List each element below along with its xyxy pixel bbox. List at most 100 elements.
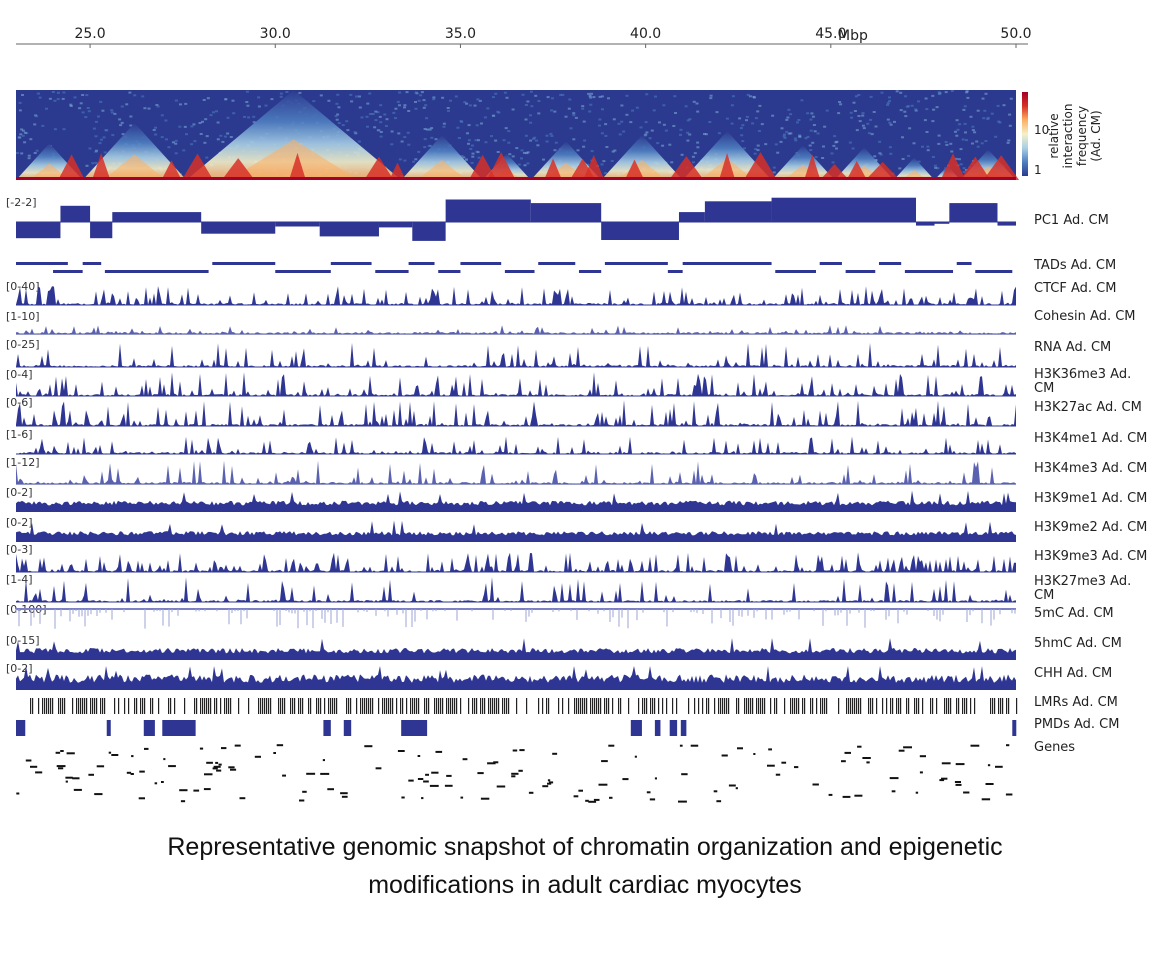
gene-model bbox=[987, 764, 991, 767]
heatmap-pixel bbox=[442, 125, 446, 128]
heatmap-pixel bbox=[478, 99, 482, 102]
gene-model bbox=[204, 773, 213, 776]
tad-segment bbox=[53, 270, 83, 273]
diagonal-hotspot bbox=[865, 162, 900, 180]
heatmap-pixel bbox=[867, 132, 871, 135]
gene-model bbox=[511, 772, 519, 775]
lmr-region bbox=[900, 698, 902, 714]
lmr-region bbox=[80, 698, 82, 714]
heatmap-pixel bbox=[740, 134, 744, 137]
heatmap-pixel bbox=[971, 142, 974, 145]
lmr-region bbox=[496, 698, 498, 714]
lmr-region bbox=[908, 698, 910, 714]
heatmap-pixel bbox=[467, 142, 470, 145]
gene-model bbox=[891, 790, 896, 793]
lmr-region bbox=[650, 698, 652, 714]
gene-model bbox=[963, 791, 970, 794]
lmr-region bbox=[606, 698, 608, 714]
heatmap-pixel bbox=[680, 153, 684, 156]
tad-segment bbox=[330, 262, 372, 265]
track-range-label: [1-12] bbox=[6, 456, 40, 469]
heatmap-pixel bbox=[423, 146, 427, 149]
heatmap-pixel bbox=[337, 122, 341, 124]
gene-model bbox=[713, 790, 718, 793]
tad-segment bbox=[904, 270, 954, 273]
gene-model bbox=[460, 796, 464, 799]
lmr-region bbox=[72, 698, 74, 714]
pc1-segment bbox=[916, 222, 935, 226]
heatmap-pixel bbox=[758, 104, 762, 107]
heatmap-pixel bbox=[950, 150, 954, 153]
gene-model bbox=[435, 750, 443, 753]
lmr-region bbox=[158, 698, 160, 714]
heatmap-pixel bbox=[279, 95, 283, 98]
heatmap-pixel bbox=[523, 164, 527, 167]
lmr-region bbox=[784, 698, 786, 714]
heatmap-pixel bbox=[976, 109, 980, 112]
lmr-region bbox=[958, 698, 960, 714]
heatmap-pixel bbox=[898, 167, 902, 170]
heatmap-pixel bbox=[981, 97, 985, 100]
colorbar-label: relative bbox=[1047, 113, 1061, 158]
heatmap-pixel bbox=[534, 94, 538, 97]
heatmap-pixel bbox=[529, 90, 533, 93]
heatmap-pixel bbox=[336, 93, 340, 96]
heatmap-pixel bbox=[654, 95, 657, 98]
lmr-region bbox=[270, 698, 272, 714]
lmr-region bbox=[994, 698, 996, 714]
diagonal-hotspot bbox=[820, 164, 849, 180]
heatmap-pixel bbox=[467, 139, 471, 142]
heatmap-pixel bbox=[81, 111, 85, 114]
lmr-region bbox=[280, 698, 282, 714]
heatmap-pixel bbox=[129, 115, 133, 118]
track-range-label: [0-25] bbox=[6, 338, 40, 351]
heatmap-pixel bbox=[374, 110, 378, 113]
gene-model bbox=[985, 783, 994, 785]
heatmap-pixel bbox=[693, 152, 697, 155]
heatmap-pixel bbox=[432, 98, 436, 101]
tad-segment bbox=[604, 262, 668, 265]
colorbar-label: (Ad. CM) bbox=[1089, 110, 1103, 161]
heatmap-pixel bbox=[530, 105, 534, 108]
heatmap-pixel bbox=[901, 158, 905, 160]
heatmap-pixel bbox=[574, 116, 578, 119]
heatmap-pixel bbox=[334, 115, 338, 118]
heatmap-pixel bbox=[612, 118, 616, 121]
heatmap-pixel bbox=[120, 121, 124, 124]
lmr-region bbox=[204, 698, 206, 714]
gene-model bbox=[375, 767, 382, 770]
gene-model bbox=[25, 759, 32, 762]
heatmap-pixel bbox=[379, 135, 383, 138]
signal-profile bbox=[16, 577, 1016, 602]
heatmap-pixel bbox=[449, 99, 452, 102]
heatmap-pixel bbox=[407, 110, 411, 112]
heatmap-pixel bbox=[588, 110, 592, 113]
gene-model bbox=[518, 769, 523, 772]
heatmap-pixel bbox=[470, 144, 474, 147]
heatmap-pixel bbox=[345, 120, 349, 123]
lmr-region bbox=[992, 698, 994, 714]
heatmap-pixel bbox=[857, 115, 861, 117]
track-label: 5mC Ad. CM bbox=[1034, 606, 1114, 621]
heatmap-pixel bbox=[950, 90, 954, 92]
pmd-block bbox=[630, 720, 642, 736]
heatmap-pixel bbox=[572, 114, 576, 117]
lmr-region bbox=[86, 698, 88, 714]
lmr-region bbox=[698, 698, 700, 714]
lmr-region bbox=[60, 698, 62, 714]
heatmap-pixel bbox=[1008, 113, 1012, 116]
heatmap-pixel bbox=[1007, 139, 1011, 142]
heatmap-pixel bbox=[154, 126, 158, 129]
heatmap-pixel bbox=[872, 111, 876, 113]
heatmap-pixel bbox=[955, 119, 959, 122]
tad-segment bbox=[460, 262, 502, 265]
heatmap-pixel bbox=[41, 124, 45, 127]
heatmap-pixel bbox=[379, 104, 383, 107]
heatmap-pixel bbox=[337, 106, 341, 109]
heatmap-pixel bbox=[583, 139, 587, 142]
heatmap-pixel bbox=[568, 98, 572, 101]
gene-model bbox=[588, 800, 597, 803]
heatmap-pixel bbox=[717, 132, 721, 135]
lmr-region bbox=[284, 698, 286, 714]
gene-model bbox=[193, 789, 200, 792]
